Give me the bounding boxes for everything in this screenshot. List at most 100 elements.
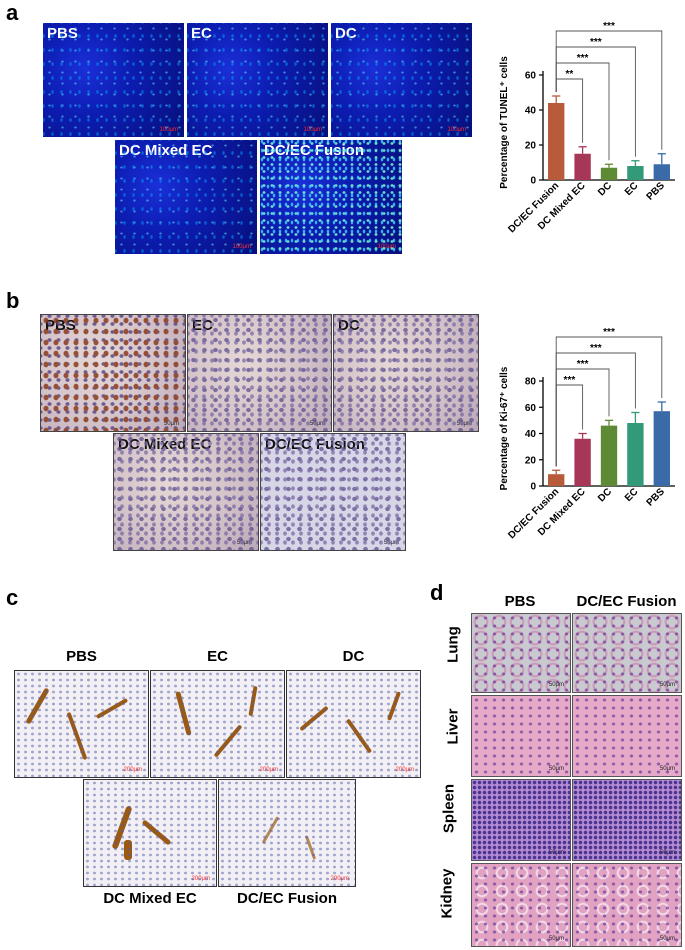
cd31-image-mixed: 200μm	[83, 779, 217, 887]
tunel-image-fusion: DC/EC Fusion 100μm	[259, 139, 403, 255]
organ-col-label-fusion: DC/EC Fusion	[576, 593, 677, 610]
significance-bracket	[555, 336, 663, 467]
significance-label: ***	[564, 375, 576, 386]
bar	[548, 103, 565, 180]
he-image-liver-fusion: 50μm	[572, 695, 682, 777]
bar	[574, 153, 591, 180]
scale-bar: 200μm	[330, 876, 349, 882]
cd31-image-pbs: 200μm	[14, 670, 149, 778]
x-tick-label: DC	[596, 486, 614, 504]
organ-label-spleen: Spleen	[440, 783, 458, 834]
ki67-image-mixed: DC Mixed EC 50μm	[113, 433, 259, 551]
organ-col-label-pbs: PBS	[504, 593, 536, 610]
y-tick-label: 40	[525, 106, 537, 117]
cd31-label-ec: EC	[207, 648, 228, 665]
panel-letter-d: d	[430, 580, 444, 605]
bar	[653, 164, 670, 180]
significance-label: ***	[577, 359, 589, 370]
y-tick-label: 0	[530, 482, 536, 493]
significance-label: ***	[590, 37, 602, 48]
he-image-lung-fusion: 50μm	[572, 613, 682, 693]
image-label: DC/EC Fusion	[265, 436, 365, 453]
organ-label-kidney: Kidney	[438, 868, 456, 919]
image-label: DC Mixed EC	[119, 142, 213, 159]
scale-bar: 50μm	[659, 850, 675, 856]
x-tick-label: PBS	[645, 180, 668, 203]
scale-bar: 100μm	[159, 127, 178, 133]
scale-bar: 100μm	[377, 244, 396, 250]
scale-bar: 50μm	[163, 421, 179, 427]
ki67-image-ec: EC 50μm	[187, 314, 332, 432]
scale-bar: 50μm	[659, 936, 675, 942]
significance-label: ***	[577, 53, 589, 64]
x-tick-label: EC	[623, 180, 641, 198]
bar	[627, 166, 644, 180]
he-image-liver-pbs: 50μm	[471, 695, 571, 777]
he-image-kidney-fusion: 50μm	[572, 863, 682, 947]
he-image-kidney-pbs: 50μm	[471, 863, 571, 947]
tunel-image-mixed: DC Mixed EC 100μm	[114, 139, 258, 255]
significance-label: ***	[603, 21, 615, 32]
cd31-image-ec: 200μm	[150, 670, 285, 778]
tunel-image-pbs: PBS 100μm	[42, 22, 185, 138]
scale-bar: 50μm	[548, 766, 564, 772]
bar	[627, 423, 644, 486]
scale-bar: 50μm	[548, 936, 564, 942]
scale-bar: 200μm	[123, 767, 142, 773]
bar	[574, 438, 591, 486]
image-label: EC	[192, 317, 213, 334]
bar	[548, 474, 565, 486]
cd31-label-dc: DC	[342, 648, 365, 665]
he-image-spleen-fusion: 50μm	[572, 779, 682, 861]
significance-bracket	[555, 30, 663, 150]
x-tick-label: DC Mixed EC	[536, 180, 588, 232]
scale-bar: 50μm	[548, 850, 564, 856]
scale-bar: 50μm	[236, 540, 252, 546]
ki67-image-pbs: PBS 50μm	[40, 314, 186, 432]
scale-bar: 100μm	[303, 127, 322, 133]
significance-label: ***	[603, 327, 615, 338]
scale-bar: 200μm	[259, 767, 278, 773]
scale-bar: 50μm	[383, 540, 399, 546]
scale-bar: 100μm	[447, 127, 466, 133]
significance-label: **	[566, 69, 574, 80]
image-label: PBS	[45, 317, 76, 334]
he-image-lung-pbs: 50μm	[471, 613, 571, 693]
significance-label: ***	[590, 343, 602, 354]
scale-bar: 200μm	[191, 876, 210, 882]
y-tick-label: 80	[525, 377, 537, 388]
x-tick-label: PBS	[645, 486, 668, 509]
y-axis-label: Percentage of Ki-67⁺ cells	[499, 366, 510, 490]
scale-bar: 200μm	[395, 767, 414, 773]
scale-bar: 50μm	[309, 421, 325, 427]
y-tick-label: 0	[530, 176, 536, 187]
x-tick-label: DC Mixed EC	[536, 486, 588, 538]
image-label: DC	[338, 317, 360, 334]
cd31-label-pbs: PBS	[66, 648, 97, 665]
scale-bar: 100μm	[232, 244, 251, 250]
scale-bar: 50μm	[659, 766, 675, 772]
y-tick-label: 20	[525, 141, 537, 152]
cd31-label-fusion: DC/EC Fusion	[237, 890, 337, 907]
tunel-image-dc: DC 100μm	[330, 22, 473, 138]
cd31-image-dc: 200μm	[286, 670, 421, 778]
organ-label-lung: Lung	[444, 626, 462, 663]
he-image-spleen-pbs: 50μm	[471, 779, 571, 861]
ki67-image-dc: DC 50μm	[333, 314, 479, 432]
panel-letter-c: c	[6, 585, 19, 610]
y-tick-label: 60	[525, 403, 537, 414]
image-label: DC Mixed EC	[118, 436, 212, 453]
x-tick-label: EC	[623, 486, 641, 504]
bar	[600, 167, 618, 180]
significance-bracket	[555, 352, 636, 467]
scale-bar: 50μm	[659, 682, 675, 688]
bar	[600, 425, 618, 486]
x-tick-label: DC	[596, 180, 614, 198]
ki67-bar-chart: Percentage of Ki-67⁺ cells 020406080DC/EC…	[499, 327, 675, 541]
y-axis-label: Percentage of TUNEL⁺ cells	[499, 56, 510, 189]
tunel-image-ec: EC 100μm	[186, 22, 329, 138]
scale-bar: 50μm	[456, 421, 472, 427]
image-label: PBS	[47, 25, 78, 42]
image-label: DC/EC Fusion	[264, 142, 364, 159]
ki67-image-fusion: DC/EC Fusion 50μm	[260, 433, 406, 551]
